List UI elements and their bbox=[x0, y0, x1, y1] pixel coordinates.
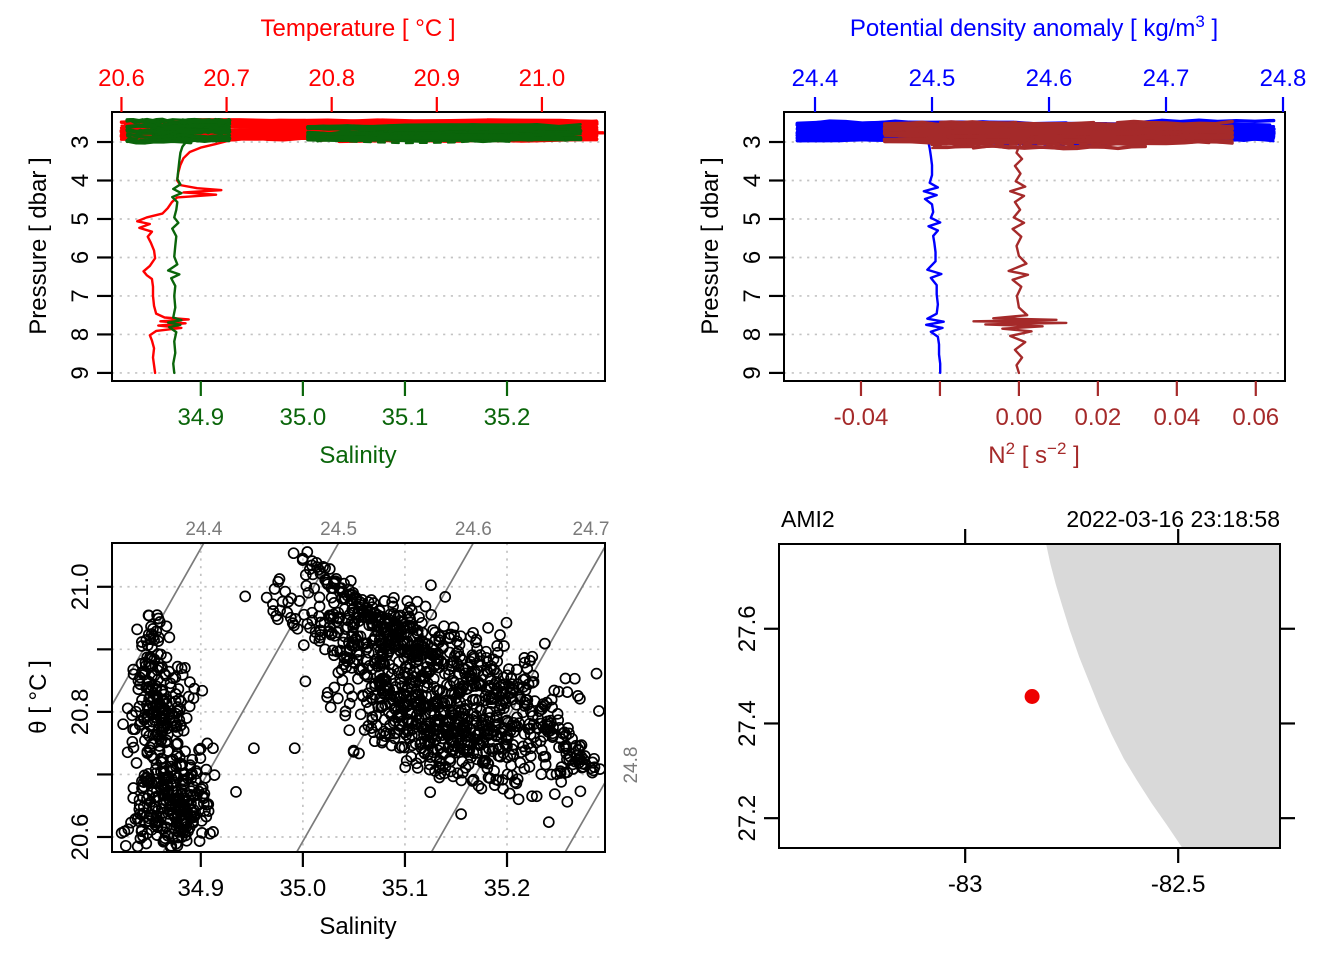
gridlines bbox=[112, 141, 605, 374]
p1-left-axis-title: Pressure [ dbar ] bbox=[25, 157, 52, 334]
tick-label: 20.6 bbox=[98, 65, 145, 92]
tick-label: 3 bbox=[739, 135, 766, 148]
tick-label: 6 bbox=[67, 251, 94, 264]
tick-label: 24.6 bbox=[1026, 65, 1073, 92]
tick-label: 4 bbox=[739, 174, 766, 187]
tick-label: 27.6 bbox=[734, 605, 761, 652]
station-marker bbox=[1024, 689, 1040, 704]
tick-label: 9 bbox=[67, 366, 94, 379]
tick-label: 5 bbox=[67, 212, 94, 225]
p2-bottom-axis-title: N2 [ s−2 ] bbox=[988, 439, 1080, 469]
tick-label: 5 bbox=[739, 212, 766, 225]
tick-label: 6 bbox=[739, 251, 766, 264]
tick-label: 35.0 bbox=[280, 875, 327, 902]
land-polygon bbox=[1046, 545, 1279, 847]
map-station-name: AMI2 bbox=[781, 506, 835, 532]
tick-label: 24.5 bbox=[320, 519, 357, 540]
tick-label: 35.2 bbox=[484, 875, 531, 902]
series-n-squared bbox=[882, 119, 1235, 375]
tick-label: 8 bbox=[67, 328, 94, 341]
p2-top-axis-title: Potential density anomaly [ kg/m3 ] bbox=[850, 12, 1218, 42]
tick-label: 9 bbox=[739, 366, 766, 379]
tick-label: 21.0 bbox=[67, 563, 94, 610]
tick-label: 24.8 bbox=[1260, 65, 1307, 92]
tick-label: 34.9 bbox=[177, 875, 224, 902]
tick-label: 7 bbox=[67, 289, 94, 302]
tick-label: 21.0 bbox=[519, 65, 566, 92]
panel-profile-temp-sal: 20.6 20.7 20.8 20.9 21.0 34.9 35.0 35.1 35.2 3 4 5 6… bbox=[67, 65, 606, 431]
p1-top-axis-title: Temperature [ °C ] bbox=[261, 15, 456, 42]
tick-label: 35.0 bbox=[280, 404, 327, 431]
panel-ts-diagram: 34.9 35.0 35.1 35.2 20.6 20.8 21.0 24.4 24.5 24.6… bbox=[67, 519, 642, 902]
tick-label: 0.02 bbox=[1075, 404, 1122, 431]
tick-label: 0.00 bbox=[996, 404, 1043, 431]
panel-station-map: -83 -82.5 27.2 27.4 27.6 bbox=[734, 529, 1295, 898]
p3-left-axis-title: θ [ °C ] bbox=[25, 660, 52, 734]
tick-label: -82.5 bbox=[1151, 871, 1206, 898]
tick-label: 35.2 bbox=[484, 404, 531, 431]
data-series bbox=[795, 118, 1276, 375]
tick-label: 27.4 bbox=[734, 700, 761, 747]
p2-left-axis-title: Pressure [ dbar ] bbox=[697, 157, 724, 334]
tick-label: 7 bbox=[739, 289, 766, 302]
tick-label: 20.6 bbox=[67, 814, 94, 861]
plot-panels: 20.6 20.7 20.8 20.9 21.0 34.9 35.0 35.1 35.2 3 4 5 6… bbox=[67, 65, 1306, 902]
tick-label: 20.8 bbox=[67, 689, 94, 736]
tick-label: 34.9 bbox=[177, 404, 224, 431]
map-timestamp: 2022-03-16 23:18:58 bbox=[1066, 506, 1280, 532]
tick-label: 24.4 bbox=[185, 519, 222, 540]
isopycnal-labels: 24.4 24.5 24.6 24.7 24.8 bbox=[185, 519, 642, 784]
tick-label: 24.6 bbox=[455, 519, 492, 540]
tick-label: 0.06 bbox=[1232, 404, 1279, 431]
tick-label: 20.7 bbox=[203, 65, 250, 92]
panel-profile-density-n2: 24.4 24.5 24.6 24.7 24.8 -0.04 0.00 0.02 0.04 0.0… bbox=[739, 65, 1306, 431]
tick-label: 24.4 bbox=[792, 65, 839, 92]
tick-label: 24.7 bbox=[573, 519, 610, 540]
gridlines bbox=[784, 141, 1285, 374]
tick-label: 27.2 bbox=[734, 795, 761, 842]
tick-label: -0.04 bbox=[834, 404, 889, 431]
tick-label: 24.7 bbox=[1143, 65, 1190, 92]
tick-label: 35.1 bbox=[382, 875, 429, 902]
series-salinity bbox=[125, 117, 583, 375]
tick-label: -83 bbox=[948, 871, 983, 898]
tick-label: 0.04 bbox=[1153, 404, 1200, 431]
p1-bottom-axis-title: Salinity bbox=[319, 442, 396, 469]
tick-label: 8 bbox=[739, 328, 766, 341]
tick-label: 24.5 bbox=[909, 65, 956, 92]
tick-label: 24.8 bbox=[621, 747, 642, 784]
tick-label: 20.8 bbox=[308, 65, 355, 92]
series-temperature bbox=[119, 118, 604, 375]
tick-label: 35.1 bbox=[382, 404, 429, 431]
data-series bbox=[119, 117, 604, 375]
map-layers bbox=[1024, 545, 1279, 847]
tick-label: 20.9 bbox=[413, 65, 460, 92]
tick-label: 3 bbox=[67, 135, 94, 148]
p3-bottom-axis-title: Salinity bbox=[319, 913, 396, 940]
scatter-points bbox=[115, 546, 604, 851]
tick-label: 4 bbox=[67, 174, 94, 187]
